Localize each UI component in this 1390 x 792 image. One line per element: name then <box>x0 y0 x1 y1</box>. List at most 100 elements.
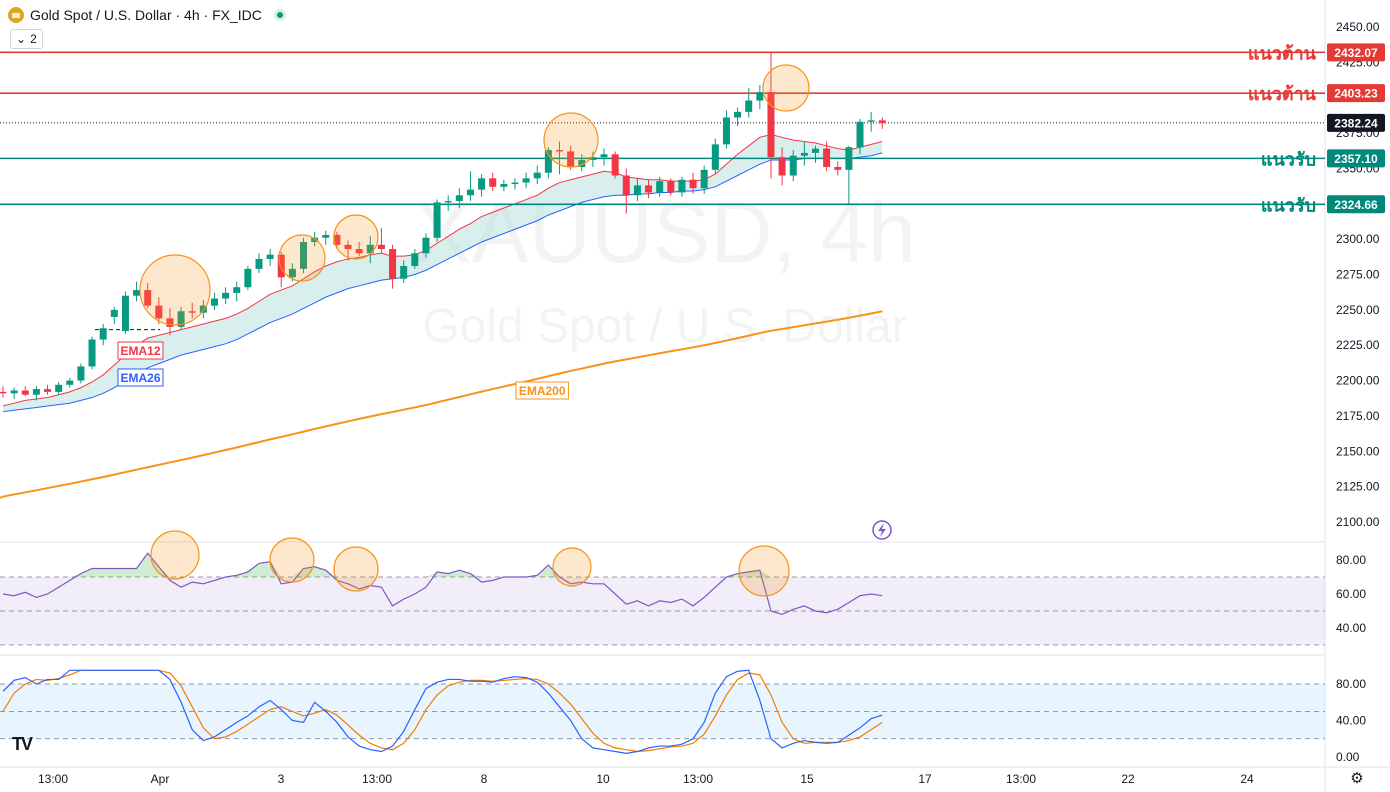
candle <box>222 287 230 305</box>
candle <box>500 179 508 192</box>
candle <box>722 110 730 149</box>
price-tick-label: 2250.00 <box>1336 303 1380 317</box>
candle <box>455 188 463 209</box>
gold-coin-icon <box>8 7 24 23</box>
candle <box>333 232 341 250</box>
symbol-title[interactable]: Gold Spot / U.S. Dollar · 4h · FX_IDC <box>30 7 262 23</box>
candle <box>589 151 597 168</box>
candle <box>489 172 497 192</box>
lightning-icon[interactable] <box>872 520 892 540</box>
gear-icon[interactable]: ⚙ <box>1350 770 1364 787</box>
highlight-circle <box>333 214 379 260</box>
rsi-highlight-circle <box>333 546 379 592</box>
candle <box>622 168 630 214</box>
time-tick-label: 8 <box>481 772 488 786</box>
support-price-badge: 2324.66 <box>1327 195 1385 214</box>
candle <box>678 176 686 197</box>
time-tick-label: 24 <box>1240 772 1254 786</box>
time-tick-label: 13:00 <box>38 772 68 786</box>
resistance-label: แนวต้าน <box>1248 43 1317 64</box>
candle <box>800 141 808 166</box>
price-tick-label: 2225.00 <box>1336 338 1380 352</box>
candle <box>645 179 653 199</box>
svg-text:EMA26: EMA26 <box>120 371 160 385</box>
tradingview-logo-icon[interactable]: TV <box>12 734 33 754</box>
price-tick-label: 2275.00 <box>1336 268 1380 282</box>
candle <box>199 299 207 319</box>
candle <box>144 282 152 309</box>
time-tick-label: 3 <box>278 772 285 786</box>
svg-text:2357.10: 2357.10 <box>1334 152 1378 166</box>
candle <box>266 249 274 267</box>
candle <box>21 386 29 397</box>
ema200-line <box>0 310 883 499</box>
price-tick-label: 2100.00 <box>1336 515 1380 529</box>
resistance-price-badge: 2432.07 <box>1327 43 1385 62</box>
price-tick-label: 2175.00 <box>1336 409 1380 423</box>
time-tick-label: 10 <box>596 772 610 786</box>
price-tick-label: 2200.00 <box>1336 374 1380 388</box>
rsi-highlight-circle <box>150 530 200 580</box>
candle <box>422 233 430 258</box>
candle <box>32 386 40 401</box>
rsi-tick-label: 40.00 <box>1336 621 1366 635</box>
support-label: แนวรับ <box>1261 149 1316 170</box>
candle <box>522 172 530 189</box>
candle <box>166 308 174 336</box>
candle <box>10 387 18 399</box>
market-open-icon <box>273 9 286 21</box>
candle <box>188 302 196 319</box>
highlight-circle <box>762 64 810 112</box>
svg-text:2432.07: 2432.07 <box>1334 46 1378 60</box>
svg-text:EMA200: EMA200 <box>519 384 566 398</box>
candle <box>667 178 675 196</box>
candle <box>377 227 385 254</box>
indicators-toggle-button[interactable]: ⌄ 2 <box>10 29 43 49</box>
last-price-badge: 2382.24 <box>1327 113 1385 132</box>
svg-text:2324.66: 2324.66 <box>1334 198 1378 212</box>
candle <box>778 147 786 186</box>
candle <box>133 281 141 302</box>
candle <box>867 111 875 132</box>
candle <box>656 176 664 197</box>
ema12-line <box>2 133 883 407</box>
stoch-tick-label: 80.00 <box>1336 677 1366 691</box>
ema12-tag: EMA12 <box>117 341 164 360</box>
candle <box>210 292 218 310</box>
candle <box>366 236 374 264</box>
svg-text:2403.23: 2403.23 <box>1334 87 1378 101</box>
time-tick-label: 13:00 <box>362 772 392 786</box>
candle <box>556 141 563 175</box>
ema26-line <box>2 152 883 413</box>
candle <box>411 249 419 269</box>
price-tick-label: 2150.00 <box>1336 444 1380 458</box>
candle <box>711 138 719 175</box>
candle <box>567 145 575 170</box>
candle <box>745 87 753 118</box>
candle <box>633 178 641 201</box>
ema-cloud <box>3 134 883 412</box>
candle <box>823 141 831 172</box>
candle <box>845 145 853 204</box>
highlight-circle <box>139 254 211 326</box>
price-tick-label: 2125.00 <box>1336 480 1380 494</box>
candle <box>389 244 397 289</box>
candle <box>533 165 541 184</box>
candle <box>44 384 52 395</box>
candle <box>544 147 552 179</box>
candle <box>578 154 586 172</box>
candle <box>121 291 129 334</box>
candle <box>0 386 7 398</box>
candle <box>244 266 252 291</box>
time-tick-label: 17 <box>918 772 932 786</box>
candle <box>400 260 408 283</box>
candles <box>0 52 886 401</box>
rsi-overbought-fill <box>3 553 883 577</box>
rsi-highlight-circle <box>552 547 592 587</box>
stoch-tick-label: 40.00 <box>1336 714 1366 728</box>
time-tick-label: Apr <box>151 772 170 786</box>
candle <box>255 253 263 274</box>
candle <box>756 84 764 110</box>
stoch-k-line <box>2 669 883 754</box>
